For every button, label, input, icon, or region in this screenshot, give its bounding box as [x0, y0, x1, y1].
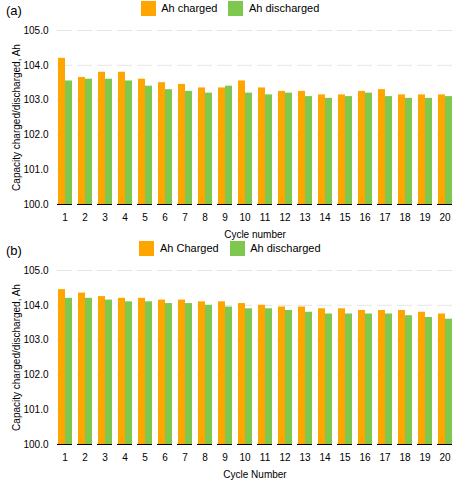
- html-text:Ah discharged: Ah discharged: [249, 2, 320, 15]
- svg-text:5: 5: [142, 212, 148, 223]
- svg-text:7: 7: [182, 212, 188, 223]
- svg-text:20: 20: [439, 212, 451, 223]
- svg-text:105.0: 105.0: [23, 25, 48, 36]
- svg-text:18: 18: [399, 212, 411, 223]
- svg-text:9: 9: [222, 212, 228, 223]
- svg-text:104.0: 104.0: [23, 300, 48, 311]
- svg-text:13: 13: [299, 452, 311, 463]
- svg-text:Cycle Number: Cycle Number: [223, 469, 287, 480]
- svg-text:19: 19: [419, 212, 431, 223]
- svg-text:6: 6: [162, 212, 168, 223]
- svg-text:16: 16: [359, 212, 371, 223]
- html-text:Ah Charged: Ah Charged: [160, 242, 219, 255]
- svg-text:10: 10: [239, 212, 251, 223]
- svg-text:104.0: 104.0: [23, 60, 48, 71]
- svg-text:20: 20: [439, 452, 451, 463]
- svg-text:103.0: 103.0: [23, 94, 48, 105]
- svg-text:15: 15: [339, 212, 351, 223]
- svg-text:19: 19: [419, 452, 431, 463]
- svg-text:12: 12: [279, 212, 291, 223]
- html-text:Ah discharged: Ah discharged: [250, 242, 321, 255]
- svg-text:18: 18: [399, 452, 411, 463]
- svg-text:4: 4: [122, 452, 128, 463]
- svg-text:Capacity charged/discharged, A: Capacity charged/discharged, Ah: [11, 284, 22, 431]
- svg-text:100.0: 100.0: [23, 439, 48, 450]
- svg-text:102.0: 102.0: [23, 129, 48, 140]
- svg-text:4: 4: [122, 212, 128, 223]
- svg-text:9: 9: [222, 452, 228, 463]
- svg-text:1: 1: [62, 212, 68, 223]
- svg-text:Capacity charged/discharged, A: Capacity charged/discharged, Ah: [11, 44, 22, 191]
- svg-text:16: 16: [359, 452, 371, 463]
- svg-text:3: 3: [102, 212, 108, 223]
- svg-text:14: 14: [319, 212, 331, 223]
- svg-text:17: 17: [379, 212, 391, 223]
- svg-text:101.0: 101.0: [23, 404, 48, 415]
- svg-text:100.0: 100.0: [23, 199, 48, 210]
- svg-text:14: 14: [319, 452, 331, 463]
- svg-text:3: 3: [102, 452, 108, 463]
- svg-text:Cycle number: Cycle number: [224, 229, 286, 240]
- svg-text:13: 13: [299, 212, 311, 223]
- svg-text:102.0: 102.0: [23, 369, 48, 380]
- svg-text:15: 15: [339, 452, 351, 463]
- svg-text:8: 8: [202, 212, 208, 223]
- html-text:(a): (a): [6, 3, 22, 18]
- svg-text:8: 8: [202, 452, 208, 463]
- html-text:(b): (b): [6, 243, 22, 258]
- svg-text:2: 2: [82, 452, 88, 463]
- svg-text:105.0: 105.0: [23, 265, 48, 276]
- svg-text:1: 1: [62, 452, 68, 463]
- svg-text:101.0: 101.0: [23, 164, 48, 175]
- svg-text:6: 6: [162, 452, 168, 463]
- svg-text:103.0: 103.0: [23, 334, 48, 345]
- svg-text:2: 2: [82, 212, 88, 223]
- html-text:Ah charged: Ah charged: [161, 2, 218, 15]
- svg-text:7: 7: [182, 452, 188, 463]
- svg-text:11: 11: [260, 452, 271, 463]
- svg-text:10: 10: [239, 452, 251, 463]
- svg-text:11: 11: [260, 212, 271, 223]
- svg-text:12: 12: [279, 452, 291, 463]
- svg-text:5: 5: [142, 452, 148, 463]
- svg-text:17: 17: [379, 452, 391, 463]
